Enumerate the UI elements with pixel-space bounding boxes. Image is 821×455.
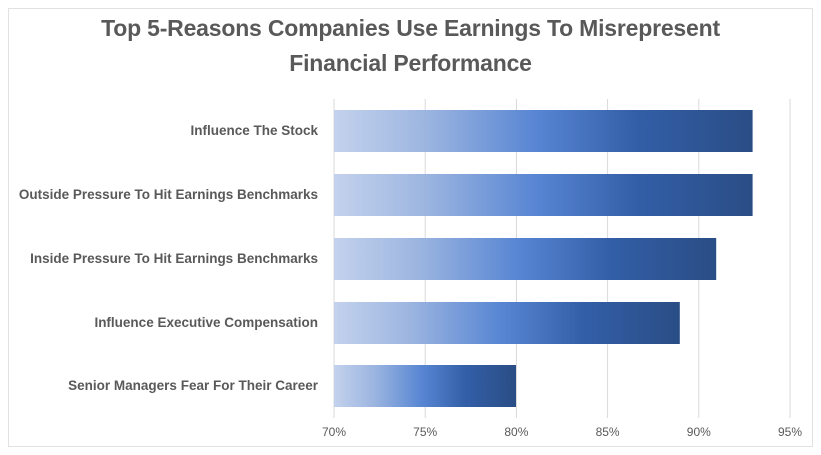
svg-text:80%: 80% [504,425,528,439]
svg-text:85%: 85% [596,425,620,439]
svg-text:Influence The Stock: Influence The Stock [190,123,318,138]
svg-text:Inside Pressure To Hit Earning: Inside Pressure To Hit Earnings Benchmar… [30,251,318,266]
svg-text:Senior Managers Fear For Their: Senior Managers Fear For Their Career [68,378,319,393]
svg-text:90%: 90% [687,425,711,439]
svg-text:Outside Pressure To Hit Earnin: Outside Pressure To Hit Earnings Benchma… [19,187,318,202]
svg-text:75%: 75% [413,425,437,439]
svg-text:95%: 95% [778,425,802,439]
svg-text:Influence Executive Compensati: Influence Executive Compensation [94,315,318,330]
svg-text:70%: 70% [322,425,346,439]
